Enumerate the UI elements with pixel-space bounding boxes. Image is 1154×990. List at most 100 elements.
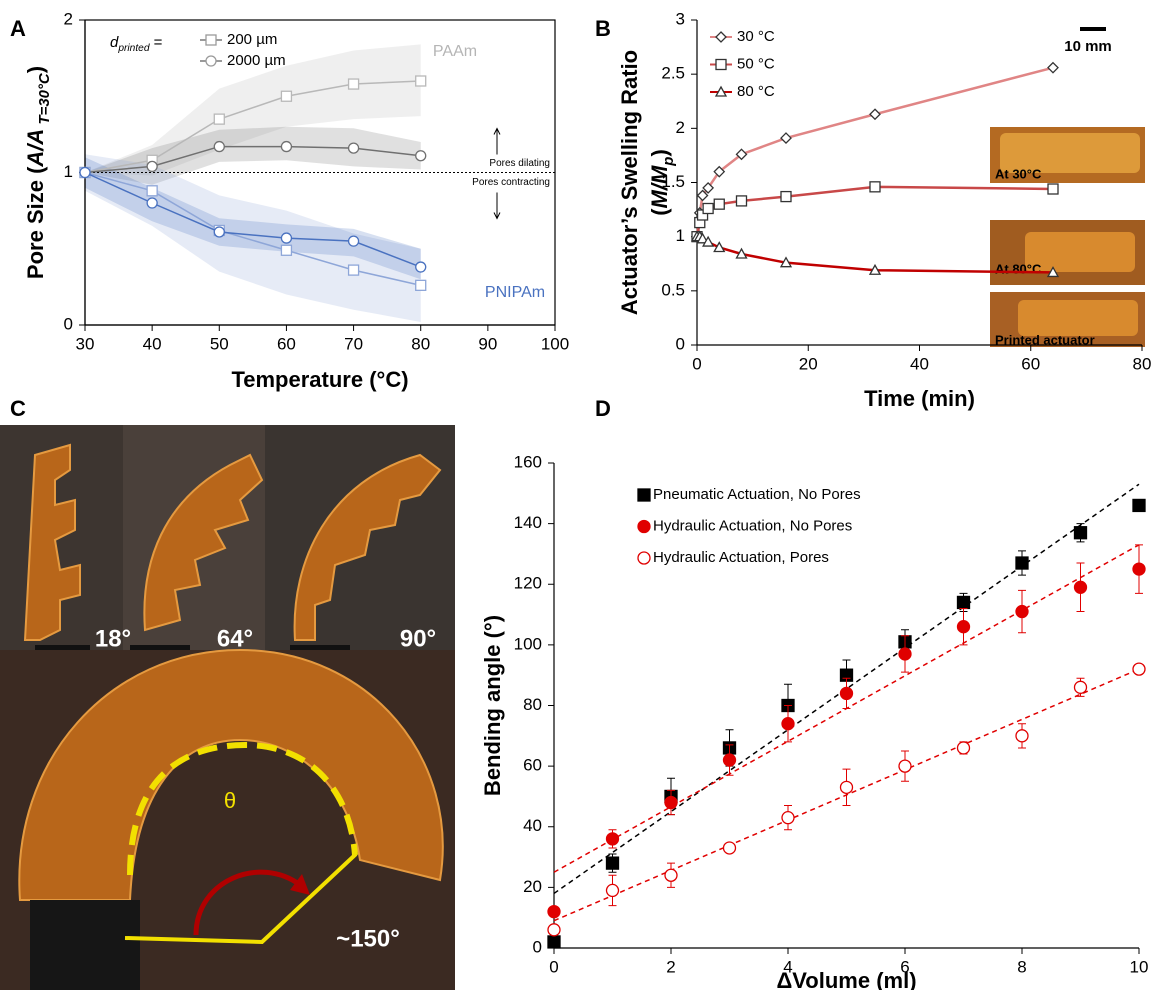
marker xyxy=(1073,580,1088,594)
legend-marker xyxy=(637,519,651,534)
inset-actuator xyxy=(1000,133,1140,173)
marker xyxy=(1047,183,1059,195)
marker xyxy=(1132,662,1146,676)
marker xyxy=(869,181,881,193)
marker xyxy=(702,235,715,247)
marker xyxy=(280,244,293,256)
legend-label: Hydraulic Actuation, Pores xyxy=(653,549,829,566)
marker xyxy=(735,148,748,161)
marker xyxy=(1047,61,1059,74)
text-part: Actuator’s Swelling Ratio xyxy=(617,50,642,315)
panel-label: D xyxy=(595,396,611,421)
marker xyxy=(696,189,709,202)
marker xyxy=(1015,604,1029,619)
marker xyxy=(347,78,360,90)
x-tick-label: 2 xyxy=(666,957,675,976)
text-part: = xyxy=(150,34,163,51)
text-part: ) xyxy=(23,66,48,73)
marker xyxy=(781,811,795,825)
legend-label: 2000 µm xyxy=(227,52,286,69)
legend-marker xyxy=(637,488,651,502)
theta-label: θ xyxy=(224,788,236,813)
x-tick-label: 20 xyxy=(799,354,818,373)
marker xyxy=(1132,498,1146,513)
legend-marker xyxy=(205,34,217,46)
marker xyxy=(1073,526,1088,540)
legend-label: 200 µm xyxy=(227,31,277,48)
legend-title: dprinted = xyxy=(110,34,163,54)
marker xyxy=(347,142,360,154)
text-part: M/M xyxy=(647,165,672,208)
final-angle-label: ~150° xyxy=(336,925,400,952)
y-axis-label: Bending angle (°) xyxy=(480,615,505,796)
marker xyxy=(605,832,620,846)
legend-marker xyxy=(637,551,651,565)
stand xyxy=(290,645,350,650)
confidence-band xyxy=(85,154,421,322)
series-line xyxy=(84,171,421,268)
marker xyxy=(1073,680,1088,694)
text-part: ΔVolume (ml) xyxy=(776,968,916,990)
text-part: p xyxy=(660,157,677,167)
marker xyxy=(702,202,714,215)
marker xyxy=(1132,562,1146,576)
x-tick-label: 60 xyxy=(277,334,296,353)
actuator-photo xyxy=(18,443,444,901)
marker xyxy=(956,595,971,610)
marker xyxy=(664,795,678,810)
inset-actuator xyxy=(1018,300,1138,336)
text-part: d xyxy=(110,34,119,51)
marker xyxy=(347,235,360,247)
y-axis-label: Actuator’s Swelling Ratio xyxy=(617,50,642,315)
marker xyxy=(956,741,971,755)
marker xyxy=(735,247,748,259)
x-tick-label: 30 xyxy=(76,334,95,353)
y-axis-label: (M/Mp) xyxy=(647,149,678,216)
marker xyxy=(280,90,293,102)
series-line xyxy=(84,145,421,174)
y-tick-label: 0.5 xyxy=(661,280,685,299)
group-label: PNIPAm xyxy=(485,284,545,301)
text-part: Pore Size ( xyxy=(23,166,48,279)
marker xyxy=(779,256,793,268)
marker xyxy=(280,232,293,244)
marker xyxy=(702,181,715,194)
inset-photos xyxy=(990,127,1145,347)
stand xyxy=(130,645,190,650)
x-tick-label: 90 xyxy=(478,334,497,353)
inset-label: Printed actuator xyxy=(995,332,1095,347)
y-tick-label: 1 xyxy=(676,226,685,245)
marker xyxy=(1015,729,1029,743)
marker xyxy=(898,759,912,773)
marker xyxy=(1046,266,1060,278)
marker xyxy=(547,904,561,919)
text-part: A/A xyxy=(23,129,48,168)
x-axis-label: Time (min) xyxy=(864,386,975,411)
legend-marker xyxy=(715,31,727,43)
marker xyxy=(781,717,795,731)
y-tick-label: 140 xyxy=(514,513,542,532)
legend-label: 50 °C xyxy=(737,55,775,72)
y-tick-label: 120 xyxy=(514,574,542,593)
legend-label: Pneumatic Actuation, No Pores xyxy=(653,486,861,503)
confidence-band xyxy=(85,157,421,280)
angle-label: 64° xyxy=(217,625,253,652)
x-tick-label: 6 xyxy=(900,957,909,976)
marker xyxy=(1015,556,1029,570)
marker xyxy=(868,263,882,275)
marker xyxy=(79,166,91,179)
x-tick-label: 0 xyxy=(549,957,558,976)
stand xyxy=(30,900,140,990)
marker xyxy=(213,113,225,125)
x-tick-label: 80 xyxy=(411,334,430,353)
marker xyxy=(415,75,427,87)
marker xyxy=(664,868,678,882)
inset-label: At 80°C xyxy=(995,261,1042,276)
x-tick-label: 40 xyxy=(910,354,929,373)
confidence-band xyxy=(85,126,421,185)
panel-label: A xyxy=(10,16,26,41)
text-part: printed xyxy=(117,43,149,54)
legend-label: 30 °C xyxy=(737,28,775,45)
bend-arc xyxy=(127,741,358,876)
photo-panel xyxy=(0,425,455,990)
